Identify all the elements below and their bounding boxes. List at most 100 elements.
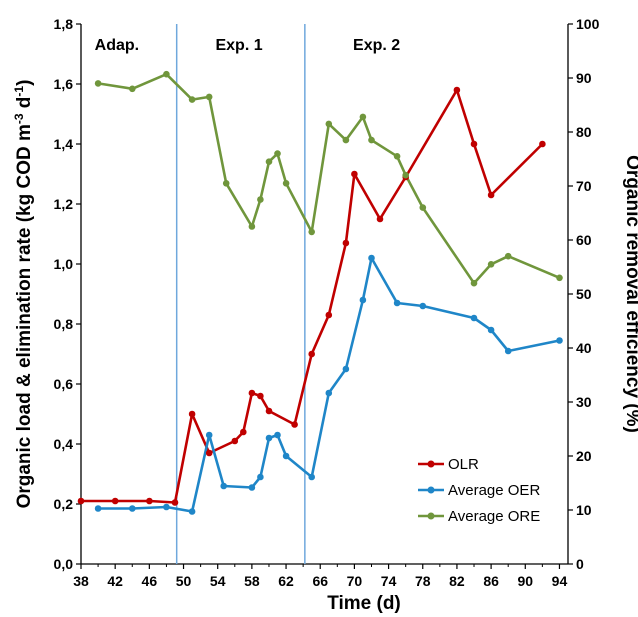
series-point-1 [504,347,512,355]
x-tick-label: 58 [244,573,260,589]
legend-marker-ore-dot [427,512,435,520]
series-point-0 [325,311,333,319]
x-tick-label: 46 [142,573,158,589]
series-point-2 [470,279,478,287]
phase-label: Exp. 2 [353,37,400,54]
series-point-2 [556,274,563,282]
x-tick-label: 74 [381,573,397,589]
y-axis-title-end: ) [14,80,35,86]
x-tick-label: 90 [517,573,533,589]
x-tick-label: 42 [107,573,123,589]
x-tick-label: 54 [210,573,226,589]
y2-tick-label: 40 [576,340,592,356]
series-point-1 [248,484,256,491]
series-point-0 [453,86,461,94]
y-tick-label: 0,4 [54,436,74,452]
phase-label: Exp. 1 [215,37,262,54]
series-point-2 [282,180,290,187]
y-axis-title-main: Organic load & elimination rate (kg COD … [14,124,35,508]
x-tick-label: 66 [312,573,328,589]
y2-tick-label: 30 [576,394,592,410]
series-point-0 [188,410,196,418]
series-point-2 [205,93,213,101]
series-point-1 [325,389,333,397]
series-point-1 [257,473,264,481]
y-axis-title: Organic load & elimination rate (kg COD … [12,80,35,509]
series-point-2 [163,70,170,78]
series-point-2 [265,158,273,165]
series-point-1 [188,508,196,515]
legend-marker-olr-dot [427,460,435,468]
legend-marker-oer-dot [427,486,435,494]
series-point-1 [359,296,367,304]
series-point-2 [359,113,367,121]
x-tick-label: 86 [483,573,499,589]
y-axis-title-exp1: -3 [12,113,26,124]
x-axis-title: Time (d) [327,593,401,614]
y2-tick-label: 60 [576,232,592,248]
series-point-0 [351,170,358,178]
series-point-1 [368,254,375,262]
y-tick-label: 1,4 [54,136,74,152]
series-point-0 [291,421,298,428]
x-tick-label: 38 [73,573,89,589]
legend: OLR Average OER Average ORE [418,456,540,525]
y-axis-title-mid: d [14,97,35,114]
series-point-0 [265,407,273,415]
series-point-1 [163,503,170,511]
series-point-2 [188,96,196,103]
series-point-1 [308,473,316,481]
series-point-2 [94,80,102,87]
series-point-0 [231,437,239,445]
y-tick-label: 1,2 [54,196,74,212]
y-tick-label: 0,8 [54,316,74,332]
series-point-2 [308,228,316,236]
series-line-0 [81,88,544,504]
series-point-1 [487,326,495,334]
y2-tick-label: 0 [576,556,584,572]
y2-tick-label: 70 [576,178,592,194]
y-tick-label: 1,8 [54,16,74,32]
series-point-0 [342,239,350,247]
series-point-0 [146,497,153,505]
series-point-2 [342,136,350,144]
x-tick-label: 70 [347,573,363,589]
y-tick-label: 0,0 [54,556,74,572]
series-point-2 [257,196,264,203]
series-point-1 [265,434,273,442]
series-point-0 [308,350,316,358]
series-point-2 [393,153,401,160]
series-point-1 [419,302,427,310]
x-tick-label: 94 [552,573,568,589]
series-point-0 [376,215,384,223]
y2-tick-label: 80 [576,124,592,140]
series-point-2 [222,180,230,187]
series-line-1 [98,256,560,513]
series-point-2 [274,150,281,157]
series-points-layer [77,70,563,515]
series-point-0 [257,392,264,400]
series-point-1 [129,505,136,512]
series-point-1 [274,431,281,439]
axes-layer: 0,0 0,2 0,4 0,6 0,8 1,0 1,2 1,4 1,6 1,8 0 10 20 30 40 5… [54,16,600,589]
series-point-0 [248,389,256,397]
y-axis-title-exp2: -1 [12,86,26,97]
series-point-1 [205,431,213,439]
series-point-0 [111,497,119,505]
legend-label-olr: OLR [448,456,479,473]
y-tick-label: 1,6 [54,76,74,92]
y2-tick-label: 100 [576,16,600,32]
x-tick-label: 82 [449,573,465,589]
y2-tick-label: 20 [576,448,592,464]
series-point-2 [325,120,333,128]
y2-axis-title: Organic removal efficiency (%) [622,155,638,433]
y2-tick-label: 10 [576,502,592,518]
series-point-1 [342,365,350,373]
series-point-1 [556,337,563,344]
series-point-2 [248,223,256,230]
series-point-2 [504,252,512,260]
series-point-1 [94,505,102,512]
series-point-2 [368,136,375,144]
series-point-0 [77,497,85,505]
